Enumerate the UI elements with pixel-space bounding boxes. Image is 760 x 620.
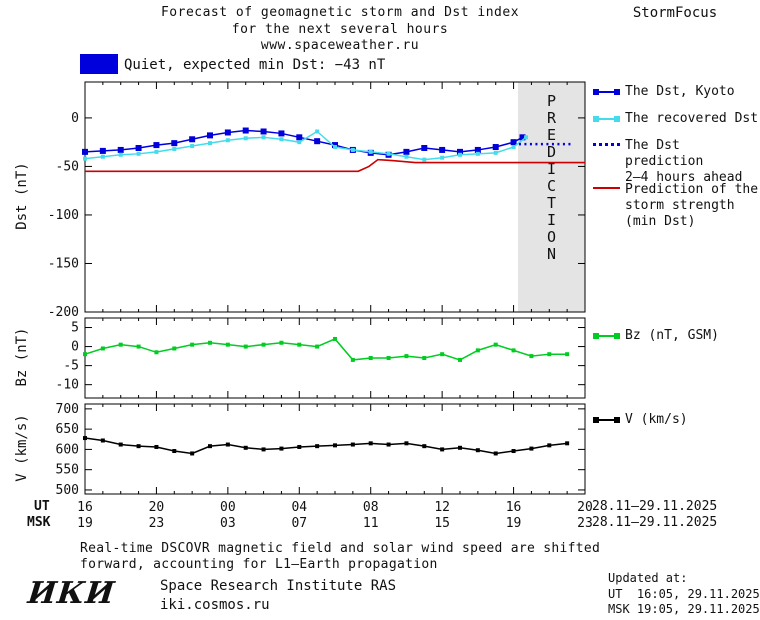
legend-bz: Bz (nT, GSM) (593, 328, 760, 344)
svg-text:16: 16 (77, 500, 93, 515)
legend-label: V (km/s) (625, 412, 688, 427)
legend-label: The Dst prediction 2–4 hours ahead (625, 138, 760, 186)
svg-text:07: 07 (291, 516, 307, 531)
svg-text:00: 00 (220, 500, 236, 515)
svg-text:20: 20 (149, 500, 165, 515)
legend-label: The recovered Dst (625, 111, 759, 126)
svg-text:E: E (547, 126, 556, 144)
legend-label: Bz (nT, GSM) (625, 328, 719, 343)
svg-text:19: 19 (506, 516, 522, 531)
dst-kyoto-marker-icon (593, 89, 620, 95)
storm-status-label: Quiet, expected min Dst: −43 nT (124, 57, 386, 73)
institute-site: iki.cosmos.ru (160, 597, 270, 613)
iki-logo: ИКИ (26, 576, 117, 611)
svg-text:-150: -150 (48, 256, 79, 271)
svg-text:-100: -100 (48, 208, 79, 223)
ut-date-range: 28.11–29.11.2025 (592, 499, 718, 514)
recovered-dst-marker-icon (593, 116, 620, 122)
svg-text:650: 650 (56, 422, 79, 437)
dst-prediction-marker-icon (593, 143, 620, 146)
legend-label-line: storm strength (625, 198, 735, 213)
svg-text:500: 500 (56, 483, 79, 498)
svg-text:15: 15 (434, 516, 450, 531)
svg-text:700: 700 (56, 402, 79, 417)
svg-text:03: 03 (220, 516, 236, 531)
svg-text:N: N (547, 245, 556, 263)
svg-text:D: D (547, 143, 556, 161)
ut-row-label: UT (34, 499, 50, 514)
svg-text:-50: -50 (56, 159, 79, 174)
svg-text:-200: -200 (48, 305, 79, 320)
figure-title-url: www.spaceweather.ru (260, 38, 420, 53)
svg-text:R: R (547, 109, 557, 127)
svg-text:T: T (547, 194, 556, 212)
institute-name: Space Research Institute RAS (160, 578, 397, 594)
svg-text:I: I (547, 211, 556, 229)
legend-dst-kyoto: The Dst, Kyoto (593, 84, 760, 100)
legend-v: V (km/s) (593, 412, 760, 428)
svg-text:20: 20 (577, 500, 593, 515)
svg-text:23: 23 (149, 516, 165, 531)
legend-dst-prediction: The Dst prediction 2–4 hours ahead (593, 138, 760, 186)
figure-title-line1: Forecast of geomagnetic storm and Dst in… (160, 5, 520, 20)
bz-marker-icon (593, 333, 620, 339)
svg-text:-10: -10 (56, 378, 79, 393)
figure-title-line2: for the next several hours (231, 22, 449, 37)
updated-label: Updated at: (608, 571, 688, 585)
svg-text:04: 04 (291, 500, 307, 515)
svg-text:P: P (547, 92, 556, 110)
svg-text:I: I (547, 160, 556, 178)
storm-strength-marker-icon (593, 187, 620, 189)
legend-label-line: 2–4 hours ahead (625, 170, 743, 185)
svg-text:12: 12 (434, 500, 450, 515)
brand-stormfocus: StormFocus (632, 5, 718, 21)
legend-label: Prediction of the storm strength (min Ds… (625, 182, 758, 230)
legend-label-line: Prediction of the (625, 182, 759, 197)
legend-storm-strength: Prediction of the storm strength (min Ds… (593, 182, 760, 230)
svg-text:-5: -5 (63, 359, 79, 374)
svg-text:C: C (547, 177, 556, 195)
legend-label-line: The Dst prediction (625, 138, 704, 169)
footer-note-line1: Real-time DSCOVR magnetic field and sola… (80, 541, 601, 556)
svg-text:23: 23 (577, 516, 593, 531)
svg-text:O: O (547, 228, 556, 246)
legend-recovered-dst: The recovered Dst (593, 111, 760, 127)
svg-text:0: 0 (71, 340, 79, 355)
svg-text:16: 16 (506, 500, 522, 515)
svg-text:19: 19 (77, 516, 93, 531)
msk-date-range: 28.11–29.11.2025 (592, 515, 718, 530)
svg-text:5: 5 (71, 321, 79, 336)
legend-label: The Dst, Kyoto (625, 84, 735, 99)
svg-text:11: 11 (363, 516, 379, 531)
svg-text:600: 600 (56, 442, 79, 457)
legend-label-line: (min Dst) (625, 214, 696, 229)
svg-text:08: 08 (363, 500, 379, 515)
svg-text:0: 0 (71, 111, 79, 126)
footer-note-line2: forward, accounting for L1–Earth propaga… (80, 557, 438, 572)
updated-msk: MSK 19:05, 29.11.2025 (608, 602, 760, 616)
updated-ut: UT 16:05, 29.11.2025 (608, 587, 760, 601)
storm-level-swatch (80, 54, 118, 74)
v-marker-icon (593, 417, 620, 423)
svg-text:550: 550 (56, 463, 79, 478)
msk-row-label: MSK (27, 515, 51, 530)
